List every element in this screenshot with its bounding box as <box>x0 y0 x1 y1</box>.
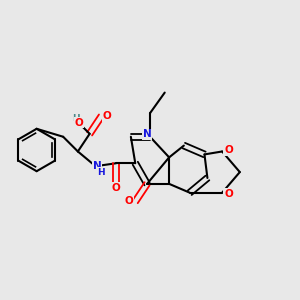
Text: O: O <box>112 183 121 193</box>
Text: H: H <box>97 168 105 177</box>
Text: N: N <box>93 161 101 171</box>
Text: O: O <box>75 118 83 128</box>
Text: N: N <box>143 129 152 140</box>
Text: O: O <box>102 111 111 121</box>
Text: O: O <box>224 145 233 155</box>
Text: O: O <box>224 189 233 199</box>
Text: O: O <box>124 196 133 206</box>
Text: H: H <box>72 114 79 123</box>
